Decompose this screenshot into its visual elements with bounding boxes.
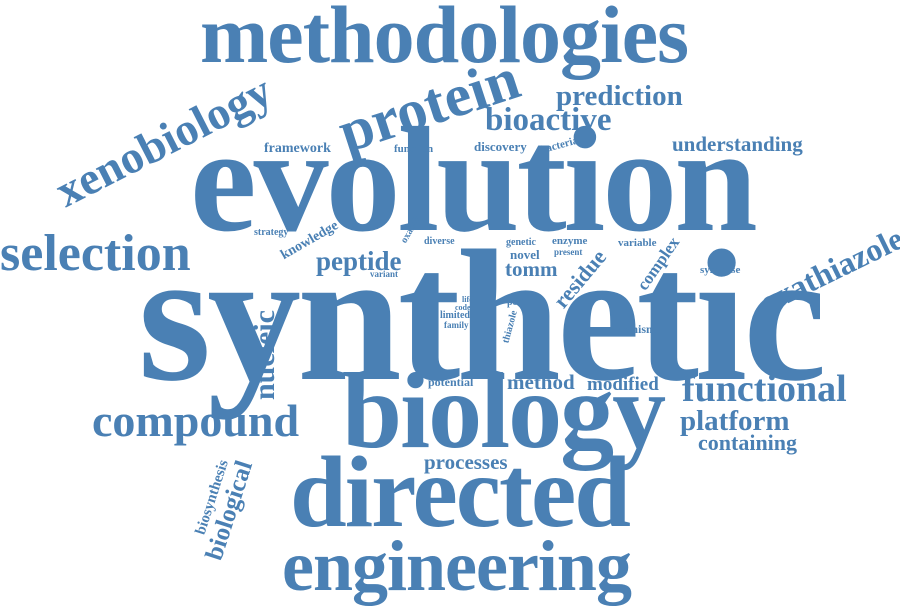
word-engineering: engineering <box>282 526 632 606</box>
word-synthase: synthase <box>700 264 741 276</box>
word-modified: modified <box>587 374 659 395</box>
word-diverse: diverse <box>424 236 455 247</box>
word-method: method <box>507 370 575 394</box>
word-function: function <box>394 143 434 155</box>
word-post: post <box>507 297 525 308</box>
word-enzyme: enzyme <box>552 235 588 247</box>
word-organism: organism <box>608 322 656 336</box>
word-platform: platform <box>680 405 790 437</box>
word-variable: variable <box>618 237 657 249</box>
word-novel: novel <box>510 247 540 262</box>
word-biology: biology <box>342 352 666 471</box>
word-functional: functional <box>682 368 847 410</box>
word-code: code <box>455 303 471 312</box>
word-bioactive: bioactive <box>485 102 612 138</box>
word-understanding: understanding <box>672 132 803 156</box>
word-limited: limited <box>440 310 470 321</box>
word-synthetic: synthetic <box>138 211 827 420</box>
word-prediction: prediction <box>556 80 683 112</box>
word-selection: selection <box>0 225 191 282</box>
word-evolution: evolution <box>190 97 758 263</box>
word-genetic: genetic <box>506 237 536 248</box>
word-present: present <box>554 247 583 257</box>
word-discovery: discovery <box>474 139 527 154</box>
word-strategy: strategy <box>254 227 289 238</box>
word-tomm: tomm <box>505 257 558 281</box>
word-family: family <box>444 320 469 330</box>
word-life: life <box>462 295 473 304</box>
word-potential: potential <box>428 375 474 389</box>
word-methodologies: methodologies <box>200 0 689 80</box>
word-compound: compound <box>92 395 300 446</box>
word-framework: framework <box>264 141 331 156</box>
word-peptide: peptide <box>316 246 402 276</box>
word-directed: directed <box>290 436 631 549</box>
word-processes: processes <box>424 450 508 474</box>
word-variant: variant <box>370 269 398 279</box>
word-nucleic: nucleic <box>248 310 281 400</box>
word-containing: containing <box>698 430 798 455</box>
